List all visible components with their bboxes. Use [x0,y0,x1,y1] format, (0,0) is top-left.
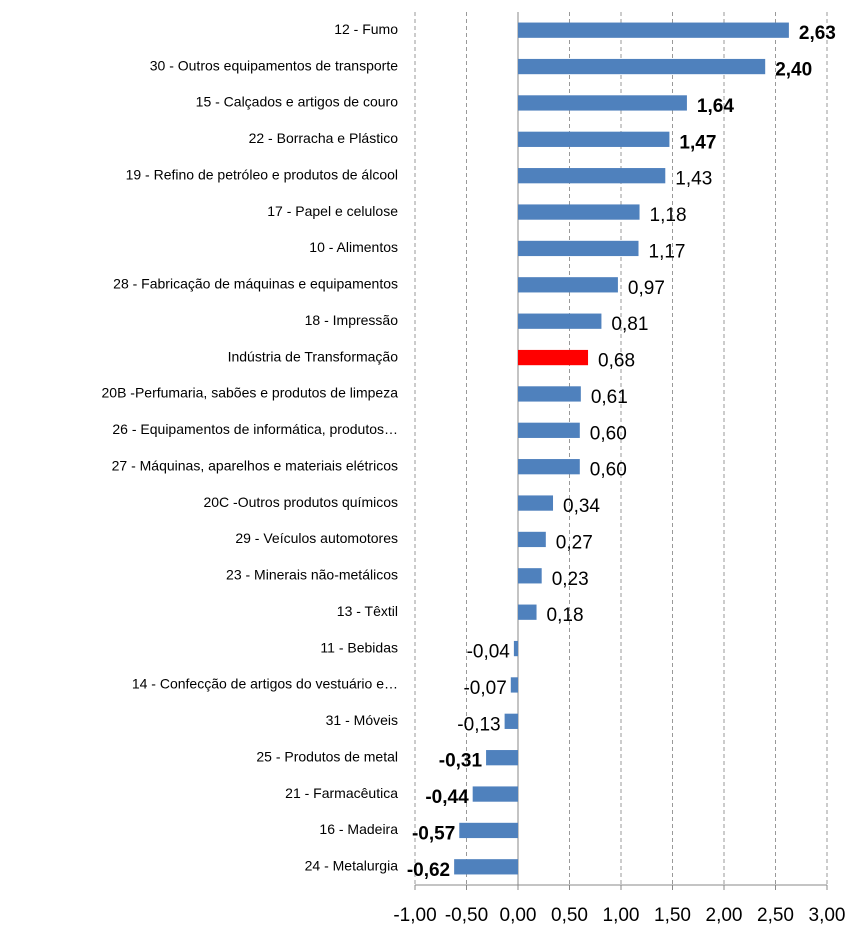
value-label: 0,61 [591,387,628,408]
category-label: 26 - Equipamentos de informática, produt… [112,421,398,437]
category-label: 14 - Confecção de artigos do vestuário e… [132,676,398,692]
category-label: 23 - Minerais não-metálicos [226,567,398,583]
value-label: 0,34 [563,496,600,517]
category-label: 10 - Alimentos [309,239,398,255]
category-label: Indústria de Transformação [228,348,399,364]
category-label: 20C -Outros produtos químicos [203,494,398,510]
value-label: 1,47 [679,132,716,153]
bar [518,422,580,438]
bar [518,277,618,293]
category-label: 27 - Máquinas, aparelhos e materiais elé… [112,457,398,473]
bar [518,168,666,184]
bar [518,95,687,111]
value-label: -0,07 [463,678,506,699]
value-label: -0,13 [457,714,500,735]
category-label: 25 - Produtos de metal [256,748,398,764]
value-label: -0,44 [425,787,469,808]
bar [504,713,518,729]
category-label: 18 - Impressão [305,312,399,328]
value-label: 0,60 [590,460,627,481]
bar [518,459,580,475]
x-tick-label: 2,50 [757,905,794,926]
x-tick-label: -1,00 [393,905,436,926]
category-label: 21 - Farmacêutica [285,785,398,801]
bar [510,677,518,693]
bar [513,640,518,657]
category-label: 24 - Metalurgia [305,858,399,874]
bar [518,386,581,402]
value-label: 0,68 [598,351,635,372]
x-tick-label: 1,00 [603,905,640,926]
value-label: -0,62 [407,860,450,881]
category-label: 31 - Móveis [326,712,398,728]
bar [518,204,640,220]
category-label: 17 - Papel e celulose [267,203,398,219]
category-label: 30 - Outros equipamentos de transporte [150,57,398,73]
value-label: 0,60 [590,423,627,444]
category-label: 16 - Madeira [319,821,398,837]
x-tick-label: 0,00 [500,905,537,926]
x-tick-label: -0,50 [445,905,488,926]
bar [518,531,546,548]
x-tick-label: 0,50 [551,905,588,926]
bar [518,58,766,75]
x-tick-label: 3,00 [809,905,846,926]
value-label: 0,97 [628,278,665,299]
value-label: -0,57 [412,823,455,844]
value-label: 1,43 [675,169,712,190]
x-tick-label: 1,50 [654,905,691,926]
value-label: 0,23 [552,569,589,590]
category-label: 15 - Calçados e artigos de couro [196,94,399,110]
x-tick-label: 2,00 [706,905,743,926]
category-label: 28 - Fabricação de máquinas e equipament… [113,276,398,292]
bar [518,349,589,366]
category-label: 29 - Veículos automotores [235,530,398,546]
bar [459,822,518,839]
value-label: 1,64 [697,96,734,117]
bar [518,131,670,147]
bar [454,859,518,875]
bar [518,240,639,257]
category-label: 11 - Bebidas [320,639,398,655]
bar [518,604,537,620]
value-label: 0,18 [547,605,584,626]
category-label: 12 - Fumo [334,21,398,37]
category-label: 19 - Refino de petróleo e produtos de ál… [126,166,398,182]
bar [518,568,542,584]
category-label: 13 - Têxtil [337,603,398,619]
bar [518,313,602,329]
value-label: -0,04 [467,642,511,663]
category-label: 22 - Borracha e Plástico [249,130,399,146]
value-label: 1,18 [650,205,687,226]
bar [472,786,518,802]
value-label: -0,31 [439,751,483,772]
value-label: 2,40 [775,60,812,81]
bar [518,22,789,38]
bar [486,750,518,766]
value-label: 0,27 [556,532,593,553]
category-label: 20B -Perfumaria, sabões e produtos de li… [102,385,399,401]
value-label: 2,63 [799,23,836,44]
bar [518,495,554,511]
value-label: 0,81 [611,314,648,335]
value-label: 1,17 [649,241,686,262]
